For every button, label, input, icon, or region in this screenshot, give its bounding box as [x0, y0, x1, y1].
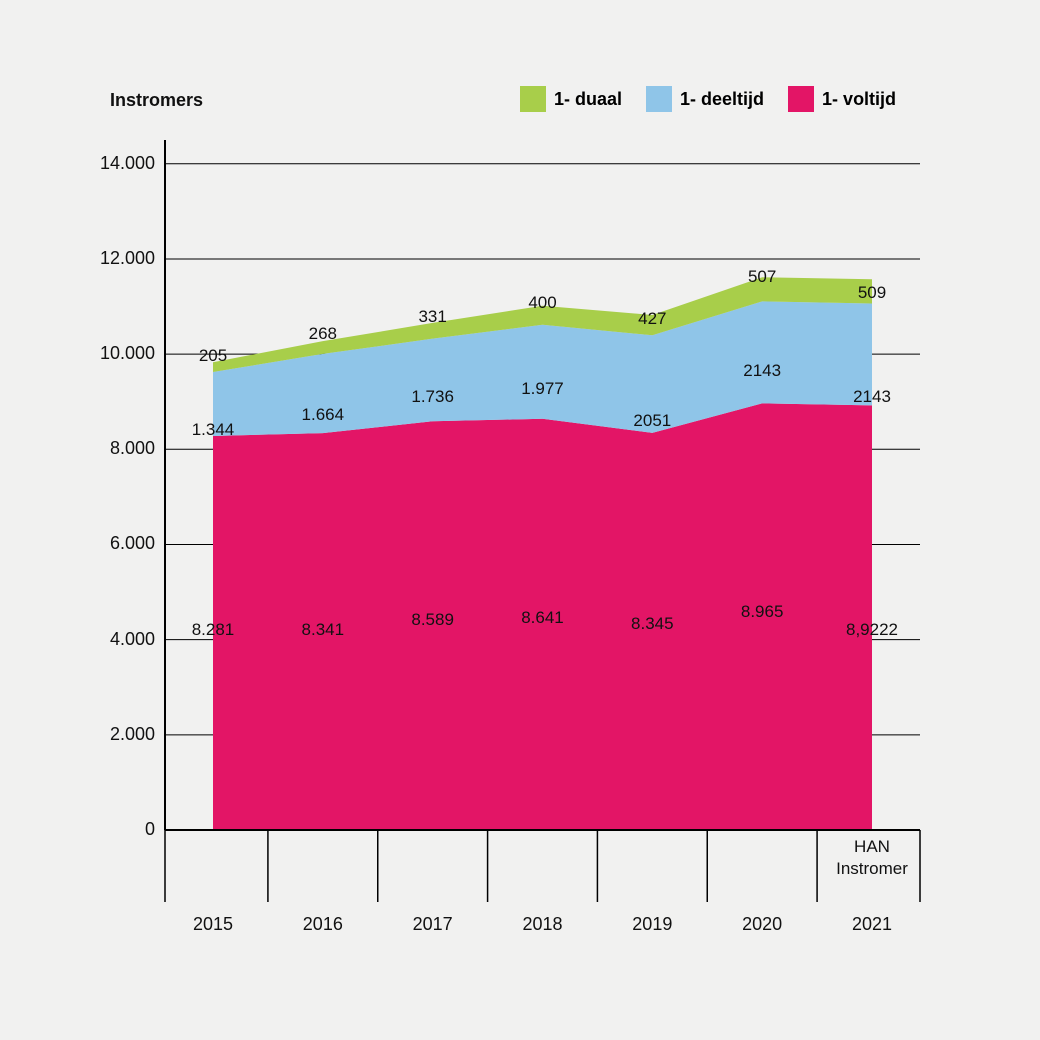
- y-tick-label: 12.000: [85, 248, 155, 269]
- value-label-voltijd: 8.641: [503, 608, 583, 628]
- x-tick-label: 2020: [717, 914, 807, 935]
- y-tick-label: 8.000: [85, 438, 155, 459]
- value-label-voltijd: 8.341: [283, 620, 363, 640]
- value-label-deeltijd: 1.977: [503, 379, 583, 399]
- value-label-deeltijd: 2143: [832, 387, 912, 407]
- value-label-deeltijd: 2143: [722, 361, 802, 381]
- value-label-voltijd: 8.281: [173, 620, 253, 640]
- value-label-deeltijd: 1.664: [283, 405, 363, 425]
- value-label-duaal: 427: [622, 309, 682, 329]
- y-tick-label: 6.000: [85, 533, 155, 554]
- x-tick-label: 2021: [827, 914, 917, 935]
- x-tick-label: 2018: [498, 914, 588, 935]
- extra-x-label: HAN: [817, 836, 927, 857]
- value-label-voltijd: 8.965: [722, 602, 802, 622]
- x-tick-label: 2019: [607, 914, 697, 935]
- y-tick-label: 0: [85, 819, 155, 840]
- value-label-voltijd: 8.345: [612, 614, 692, 634]
- chart-svg: [0, 0, 1040, 1040]
- value-label-duaal: 509: [842, 283, 902, 303]
- value-label-duaal: 400: [513, 293, 573, 313]
- y-tick-label: 2.000: [85, 724, 155, 745]
- stacked-area-chart: Instromers 1- duaal 1- deeltijd 1- volti…: [0, 0, 1040, 1040]
- value-label-duaal: 205: [183, 346, 243, 366]
- x-tick-label: 2016: [278, 914, 368, 935]
- x-tick-label: 2017: [388, 914, 478, 935]
- extra-x-label: Instromer: [817, 858, 927, 879]
- y-tick-label: 10.000: [85, 343, 155, 364]
- value-label-duaal: 507: [732, 267, 792, 287]
- value-label-voltijd: 8.589: [393, 610, 473, 630]
- y-tick-label: 14.000: [85, 153, 155, 174]
- value-label-deeltijd: 2051: [612, 411, 692, 431]
- value-label-voltijd: 8,9222: [832, 620, 912, 640]
- value-label-duaal: 268: [293, 324, 353, 344]
- value-label-deeltijd: 1.736: [393, 387, 473, 407]
- y-tick-label: 4.000: [85, 629, 155, 650]
- x-tick-label: 2015: [168, 914, 258, 935]
- value-label-duaal: 331: [403, 307, 463, 327]
- value-label-deeltijd: 1.344: [173, 420, 253, 440]
